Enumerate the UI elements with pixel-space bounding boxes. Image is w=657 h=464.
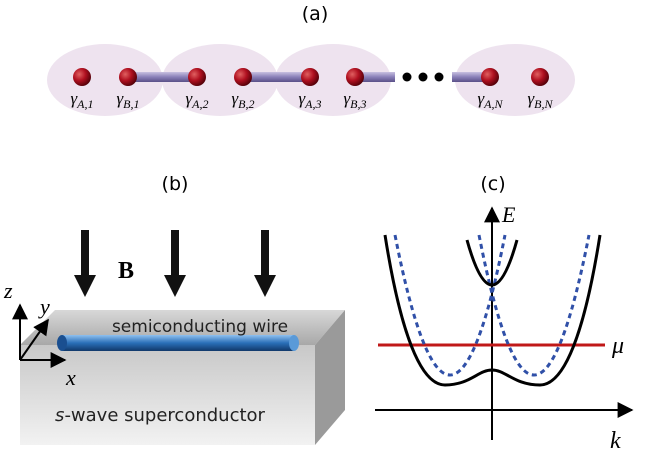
substrate-label: s-wave superconductor [55,405,265,426]
majorana-site [301,68,319,86]
z-label: z [3,278,13,303]
field-arrow [74,230,96,297]
wire-label: semiconducting wire [112,317,288,337]
mu-label: μ [611,333,624,359]
site-subscript: B,3 [350,97,366,111]
panel-label: (b) [162,173,189,195]
substrate-name: -wave superconductor [64,405,265,426]
x-label: x [65,365,76,390]
site-subscript: A,1 [76,97,93,111]
bare-band [395,235,505,375]
majorana-site [346,68,364,86]
ellipsis-dot [435,73,444,82]
figure: (a) γA,1γB,1γA,2γB,2γA,3γB,3γA,NγB,N (b)… [0,0,657,464]
substrate-prefix: s [55,405,64,426]
y-label: y [38,294,50,319]
panel-label: (c) [480,173,505,195]
site-subscript: A,N [483,97,503,111]
majorana-site [188,68,206,86]
wire-end [57,335,67,351]
majorana-site [481,68,499,86]
majorana-site [119,68,137,86]
field-arrows [74,230,276,297]
bare-band [479,235,589,375]
site-subscript: A,2 [191,97,208,111]
site-subscript: B,1 [123,97,139,111]
momentum-label: k [610,428,621,454]
majorana-site [234,68,252,86]
energy-label: E [501,202,516,227]
wire-end [289,335,299,351]
field-label: B [118,258,134,284]
site-subscript: B,2 [238,97,254,111]
site-subscript: A,3 [304,97,321,111]
panel-label: (a) [302,3,328,25]
band-plot [375,208,632,440]
ellipsis-dot [419,73,428,82]
field-arrow [254,230,276,297]
wire [62,335,294,351]
bond [243,72,310,82]
field-arrow [164,230,186,297]
ellipsis-dot [403,73,412,82]
bond [128,72,197,82]
site-subscript: B,N [534,97,553,111]
majorana-site [73,68,91,86]
majorana-site [531,68,549,86]
